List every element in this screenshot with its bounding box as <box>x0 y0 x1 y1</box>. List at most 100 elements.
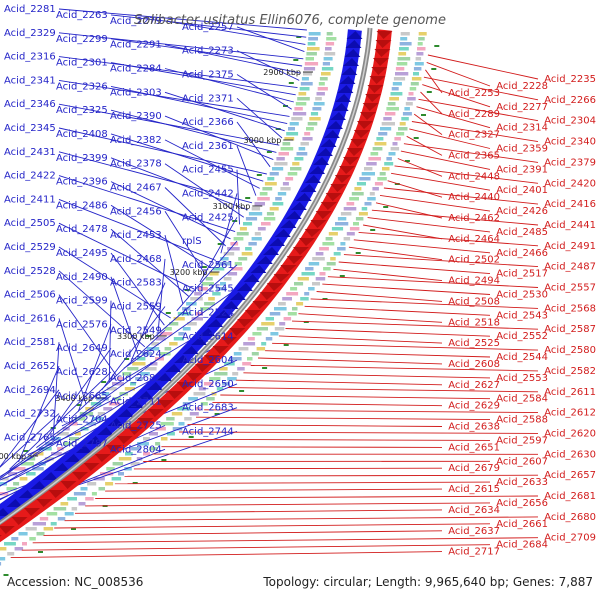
left-gene-label[interactable]: Acid_2505 <box>4 218 56 229</box>
right-gene-label[interactable]: Acid_2379 <box>544 157 596 168</box>
left-gene-label[interactable]: Acid_2346 <box>4 99 56 110</box>
left-gene-label[interactable]: Acid_2257 <box>182 22 234 33</box>
left-gene-label[interactable]: Acid_2490 <box>56 272 108 283</box>
left-gene-label[interactable]: Acid_2467 <box>110 183 162 194</box>
right-gene-label[interactable]: Acid_2615 <box>448 484 500 495</box>
left-gene-label[interactable]: Acid_2455 <box>182 165 234 176</box>
left-gene-label[interactable]: Acid_2411 <box>4 194 56 205</box>
right-gene-label[interactable]: Acid_2466 <box>496 248 548 259</box>
left-gene-label[interactable]: Acid_2599 <box>56 296 108 307</box>
right-gene-label[interactable]: Acid_2359 <box>496 144 548 155</box>
right-gene-label[interactable]: Acid_2638 <box>448 422 500 433</box>
left-gene-label[interactable]: Acid_2456 <box>110 206 162 217</box>
right-gene-label[interactable]: Acid_2487 <box>544 262 596 273</box>
left-gene-label[interactable]: Acid_2279 <box>110 16 162 27</box>
right-gene-label[interactable]: Acid_2485 <box>496 227 548 238</box>
right-gene-label[interactable]: Acid_2637 <box>448 526 500 537</box>
right-gene-label[interactable]: Acid_2543 <box>496 310 548 321</box>
left-gene-label[interactable]: Acid_2361 <box>182 141 234 152</box>
right-gene-label[interactable]: Acid_2340 <box>544 137 596 148</box>
right-gene-label[interactable]: Acid_2588 <box>496 415 548 426</box>
right-gene-label[interactable]: Acid_2657 <box>544 470 596 481</box>
right-gene-label[interactable]: Acid_2634 <box>448 505 500 516</box>
right-gene-label[interactable]: Acid_2544 <box>496 352 548 363</box>
left-gene-label[interactable]: Acid_2583 <box>110 278 162 289</box>
left-gene-label[interactable]: Acid_2561 <box>182 260 234 271</box>
left-gene-label[interactable]: Acid_2366 <box>182 117 234 128</box>
right-gene-label[interactable]: Acid_2401 <box>496 185 548 196</box>
left-gene-label[interactable]: Acid_2425 <box>182 212 234 223</box>
left-gene-label[interactable]: Acid_2478 <box>56 224 108 235</box>
right-gene-label[interactable]: Acid_2612 <box>544 408 596 419</box>
left-gene-label[interactable]: Acid_2281 <box>4 4 56 15</box>
right-gene-label[interactable]: Acid_2426 <box>496 206 548 217</box>
right-gene-label[interactable]: Acid_2597 <box>496 435 548 446</box>
left-gene-label[interactable]: Acid_2375 <box>182 70 234 81</box>
left-gene-label[interactable]: Acid_2682 <box>110 373 162 384</box>
right-gene-label[interactable]: Acid_2420 <box>544 178 596 189</box>
left-gene-label[interactable]: Acid_2316 <box>4 52 56 63</box>
left-gene-label[interactable]: Acid_2326 <box>56 81 108 92</box>
right-gene-label[interactable]: Acid_2416 <box>544 199 596 210</box>
left-gene-label[interactable]: Acid_2382 <box>110 135 162 146</box>
left-gene-label[interactable]: Acid_2711 <box>110 397 162 408</box>
right-gene-label[interactable]: Acid_2304 <box>544 116 596 127</box>
left-gene-label[interactable]: Acid_2301 <box>56 58 108 69</box>
left-gene-label[interactable]: Acid_2804 <box>110 444 162 455</box>
right-gene-label[interactable]: Acid_2557 <box>544 283 596 294</box>
right-gene-label[interactable]: Acid_2568 <box>544 303 596 314</box>
right-gene-label[interactable]: Acid_2607 <box>496 456 548 467</box>
right-gene-label[interactable]: Acid_2553 <box>496 373 548 384</box>
right-gene-label[interactable]: Acid_2314 <box>496 123 548 134</box>
right-gene-label[interactable]: Acid_2491 <box>544 241 596 252</box>
left-gene-label[interactable]: Acid_2396 <box>56 177 108 188</box>
left-gene-label[interactable]: Acid_2765 <box>4 432 56 443</box>
right-gene-label[interactable]: Acid_2441 <box>544 220 596 231</box>
left-gene-label[interactable]: Acid_2273 <box>182 46 234 57</box>
left-gene-label[interactable]: Acid_2408 <box>56 129 108 140</box>
left-gene-label[interactable]: Acid_2649 <box>56 343 108 354</box>
left-gene-label[interactable]: Acid_2576 <box>56 319 108 330</box>
right-gene-label[interactable]: Acid_2680 <box>544 512 596 523</box>
right-gene-label[interactable]: Acid_2580 <box>544 345 596 356</box>
left-gene-label[interactable]: Acid_2614 <box>182 331 234 342</box>
left-gene-label[interactable]: Acid_2486 <box>56 200 108 211</box>
right-gene-label[interactable]: Acid_2629 <box>448 401 500 412</box>
left-gene-label[interactable]: Acid_2616 <box>4 313 56 324</box>
right-gene-label[interactable]: Acid_2277 <box>496 102 548 113</box>
left-gene-label[interactable]: Acid_2704 <box>56 415 108 426</box>
right-gene-label[interactable]: Acid_2327 <box>448 130 500 141</box>
left-gene-label[interactable]: Acid_2665 <box>56 391 108 402</box>
right-gene-label[interactable]: Acid_2530 <box>496 290 548 301</box>
right-gene-label[interactable]: Acid_2494 <box>448 276 500 287</box>
right-gene-label[interactable]: Acid_2464 <box>448 234 500 245</box>
right-gene-label[interactable]: Acid_2717 <box>448 547 500 558</box>
left-gene-label[interactable]: Acid_2371 <box>182 93 234 104</box>
left-gene-label[interactable]: Acid_2299 <box>56 34 108 45</box>
right-gene-label[interactable]: Acid_2253 <box>448 88 500 99</box>
left-gene-label[interactable]: Acid_2581 <box>4 337 56 348</box>
left-gene-label[interactable]: Acid_2422 <box>4 171 56 182</box>
left-gene-label[interactable]: Acid_2744 <box>182 426 234 437</box>
left-gene-label[interactable]: Acid_2604 <box>182 355 234 366</box>
left-gene-label[interactable]: Acid_2529 <box>4 242 56 253</box>
right-gene-label[interactable]: Acid_2587 <box>544 324 596 335</box>
left-gene-label[interactable]: Acid_2390 <box>110 111 162 122</box>
right-gene-label[interactable]: Acid_2620 <box>544 428 596 439</box>
left-gene-label[interactable]: Acid_2506 <box>4 290 56 301</box>
right-gene-label[interactable]: Acid_2517 <box>496 269 548 280</box>
left-gene-label[interactable]: Acid_2345 <box>4 123 56 134</box>
left-gene-label[interactable]: Acid_2399 <box>56 153 108 164</box>
right-gene-label[interactable]: Acid_2440 <box>448 192 500 203</box>
left-gene-label[interactable]: Acid_2378 <box>110 159 162 170</box>
left-gene-label[interactable]: Acid_2341 <box>4 75 56 86</box>
right-gene-label[interactable]: Acid_2611 <box>544 387 596 398</box>
right-gene-label[interactable]: Acid_2448 <box>448 171 500 182</box>
left-gene-label[interactable]: Acid_2650 <box>182 379 234 390</box>
left-gene-label[interactable]: Acid_2303 <box>110 87 162 98</box>
right-gene-label[interactable]: Acid_2502 <box>448 255 500 266</box>
left-gene-label[interactable]: Acid_2683 <box>182 403 234 414</box>
left-gene-label[interactable]: Acid_2468 <box>110 254 162 265</box>
left-gene-label[interactable]: Acid_2694 <box>4 385 56 396</box>
right-gene-label[interactable]: Acid_2684 <box>496 540 548 551</box>
